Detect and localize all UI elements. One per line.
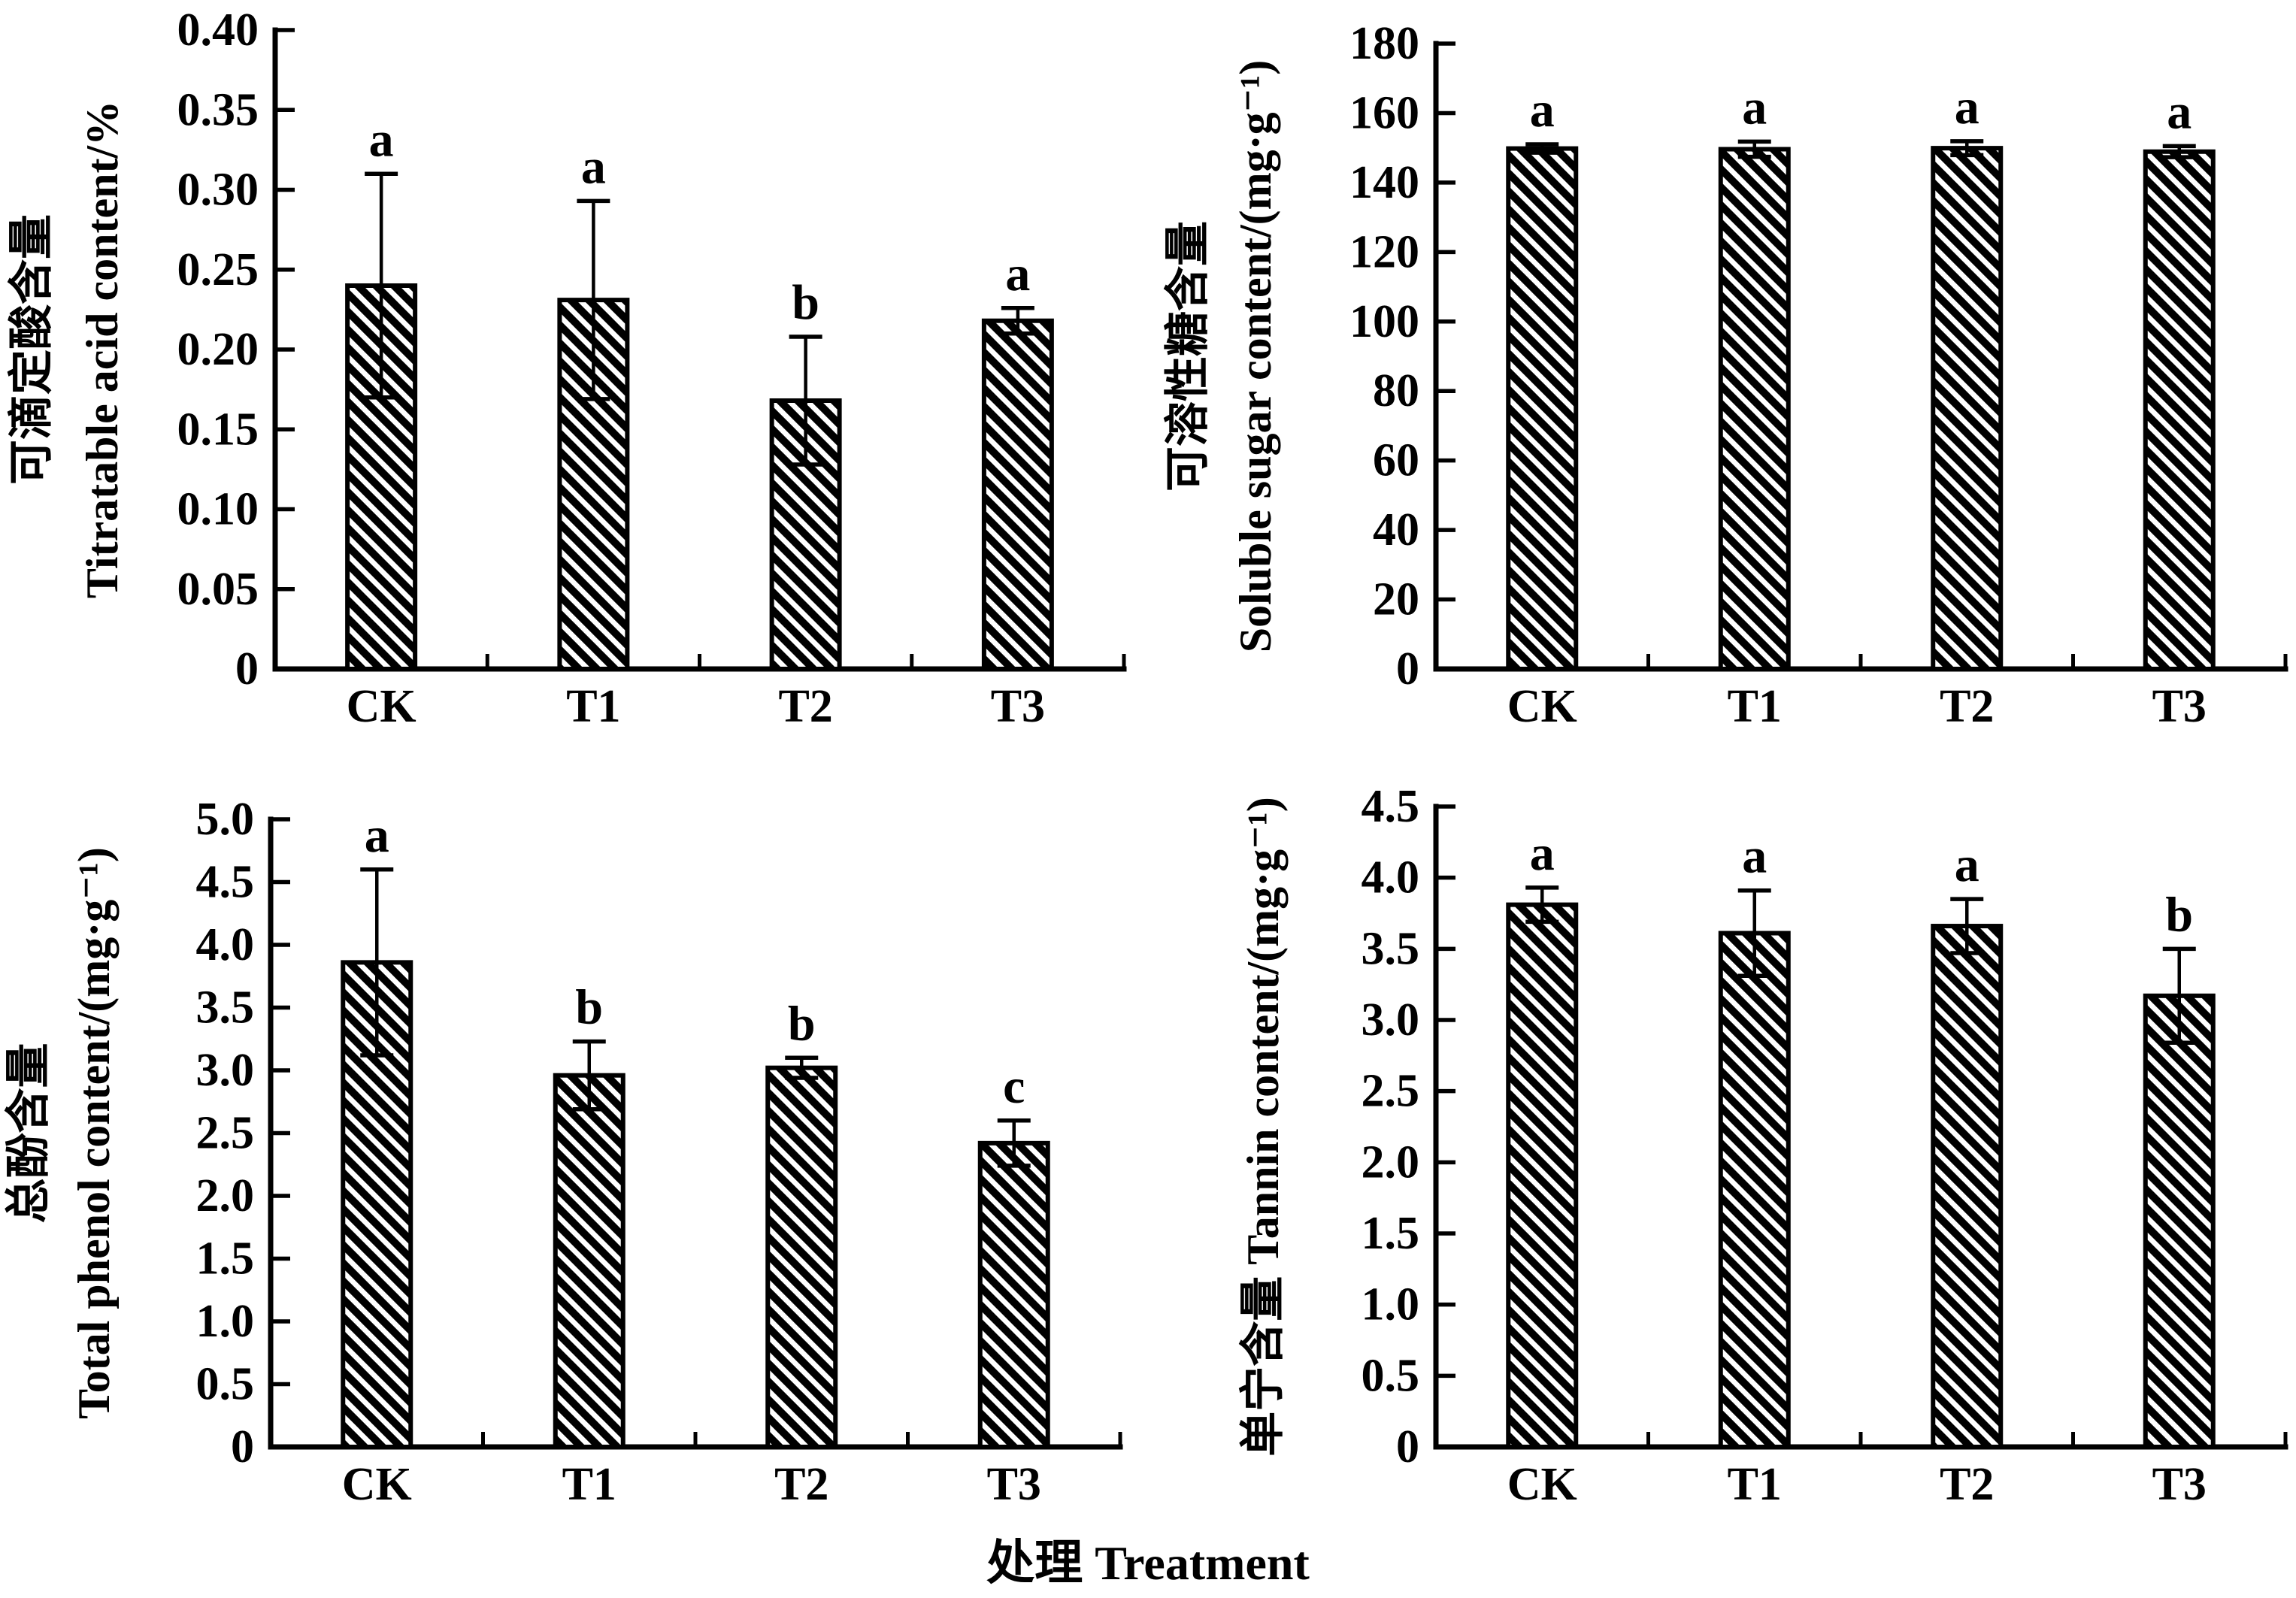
y-tick-label: 0	[231, 1421, 254, 1472]
x-category-label-T3: T3	[991, 681, 1045, 732]
x-category-label-CK: CK	[342, 1459, 412, 1510]
y-tick-label: 0.20	[177, 324, 259, 375]
bar-tannin-T2	[1931, 924, 2004, 1450]
y-tick-label: 80	[1373, 365, 1419, 416]
chart-soluble-sugar: 0 20 40 60 80 100 120 140 160 180 a CK a T1 a T2 a T3 可溶性糖…	[1163, 18, 2288, 732]
x-category-label-T1: T1	[1728, 1459, 1782, 1510]
bar-tannin-CK	[1506, 902, 1579, 1449]
y-tick-label: 0.05	[177, 564, 259, 615]
y-tick-label: 20	[1373, 574, 1419, 625]
y-tick-label: 3.0	[1362, 994, 1420, 1046]
y-tick-label: 2.0	[196, 1170, 255, 1221]
y-tick-label: 0	[1396, 1421, 1419, 1472]
y-axis-title-total-phenol-line1: 总酚含量	[4, 1043, 53, 1224]
x-category-label-CK: CK	[1507, 1459, 1577, 1510]
x-category-label-T3: T3	[2152, 681, 2207, 732]
y-tick-label: 180	[1349, 18, 1419, 69]
bar-soluble-sugar-T1	[1718, 147, 1791, 671]
significance-letter-titratable-acid-CK: a	[369, 112, 394, 167]
significance-letter-total-phenol-CK: a	[365, 808, 389, 863]
significance-letter-tannin-T3: b	[2165, 887, 2193, 942]
significance-letter-titratable-acid-T3: a	[1005, 247, 1030, 301]
significance-letter-soluble-sugar-T3: a	[2167, 84, 2191, 139]
y-tick-label: 0	[235, 643, 259, 695]
y-tick-label: 3.5	[196, 982, 255, 1034]
bar-soluble-sugar-CK	[1506, 146, 1579, 671]
significance-letter-tannin-T1: a	[1742, 829, 1767, 884]
y-tick-label: 140	[1349, 157, 1419, 208]
x-category-label-T2: T2	[1940, 681, 1994, 732]
y-tick-label: 3.5	[1362, 923, 1420, 974]
bar-total-phenol-T3	[977, 1140, 1050, 1449]
x-category-label-T1: T1	[562, 1459, 616, 1510]
y-tick-label: 4.5	[1362, 781, 1420, 832]
y-tick-label: 0.30	[177, 165, 259, 216]
bar-titratable-acid-T3	[981, 318, 1054, 671]
bar-soluble-sugar-T2	[1931, 146, 2004, 671]
y-tick-label: 0.35	[177, 84, 259, 135]
y-tick-label: 4.0	[196, 919, 255, 970]
chart-total-phenol: 0 0.5 1.0 1.5 2.0 2.5 3.0 3.5 4.0 4.5 5.0 a CK b T1 b T2…	[4, 794, 1123, 1510]
bar-titratable-acid-CK	[345, 283, 418, 671]
bar-total-phenol-T1	[553, 1073, 625, 1450]
x-category-label-T2: T2	[778, 681, 832, 732]
significance-letter-titratable-acid-T2: b	[792, 275, 819, 330]
y-tick-label: 2.0	[1362, 1136, 1420, 1188]
y-tick-label: 1.0	[1362, 1279, 1420, 1330]
chart-tannin: 0 0.5 1.0 1.5 2.0 2.5 3.0 3.5 4.0 4.5 a CK a T1 a T2 b T3…	[1238, 781, 2288, 1510]
significance-letter-total-phenol-T1: b	[575, 980, 603, 1035]
y-tick-label: 1.5	[196, 1233, 255, 1285]
y-tick-label: 0.5	[1362, 1350, 1420, 1401]
y-tick-label: 0.25	[177, 244, 259, 295]
bar-tannin-T1	[1718, 931, 1791, 1450]
significance-letter-titratable-acid-T1: a	[581, 139, 606, 194]
bar-tannin-T3	[2143, 993, 2216, 1449]
y-axis-title-soluble-sugar-line1: 可溶性糖含量	[1163, 221, 1213, 492]
y-tick-label: 2.5	[1362, 1066, 1420, 1117]
significance-letter-total-phenol-T2: b	[788, 996, 816, 1051]
x-category-label-T1: T1	[1728, 681, 1782, 732]
y-tick-label: 2.5	[196, 1108, 255, 1159]
x-category-label-CK: CK	[347, 681, 416, 732]
x-category-label-T3: T3	[2152, 1459, 2207, 1510]
y-tick-label: 100	[1349, 296, 1419, 347]
significance-letter-soluble-sugar-T2: a	[1955, 80, 1979, 135]
y-tick-label: 3.0	[196, 1045, 255, 1096]
y-axis-title-titratable-acid-line2: Titratable acid content/%	[77, 101, 127, 598]
y-tick-label: 40	[1373, 504, 1419, 555]
y-axis-title-tannin-line1: 单宁含量 Tannin content/(mg·g⁻¹)	[1238, 797, 1288, 1457]
x-category-label-T2: T2	[774, 1459, 828, 1510]
y-axis-title-titratable-acid-line1: 可滴定酸含量	[7, 214, 56, 485]
y-tick-label: 0.5	[196, 1359, 255, 1410]
significance-letter-soluble-sugar-CK: a	[1530, 83, 1555, 138]
x-category-label-T1: T1	[566, 681, 620, 732]
x-axis-title: 处理 Treatment	[986, 1536, 1310, 1590]
y-tick-label: 1.5	[1362, 1208, 1420, 1259]
x-category-label-T2: T2	[1940, 1459, 1994, 1510]
significance-letter-total-phenol-T3: c	[1003, 1059, 1025, 1114]
bar-soluble-sugar-T3	[2143, 149, 2216, 672]
y-tick-label: 60	[1373, 435, 1419, 486]
x-category-label-T3: T3	[987, 1459, 1041, 1510]
y-tick-label: 0.15	[177, 404, 259, 455]
y-tick-label: 0	[1396, 643, 1419, 695]
bar-total-phenol-T2	[765, 1065, 838, 1450]
x-category-label-CK: CK	[1507, 681, 1577, 732]
y-axis-title-total-phenol-line2: Total phenol content/(mg·g⁻¹)	[69, 847, 119, 1419]
significance-letter-tannin-CK: a	[1530, 826, 1555, 881]
y-tick-label: 160	[1349, 87, 1419, 138]
y-tick-label: 5.0	[196, 794, 255, 845]
y-tick-label: 4.0	[1362, 852, 1420, 903]
y-tick-label: 4.5	[196, 857, 255, 908]
y-axis-title-soluble-sugar-line2: Soluble sugar content/(mg·g⁻¹)	[1231, 60, 1280, 653]
y-tick-label: 0.40	[177, 5, 259, 56]
y-tick-label: 1.0	[196, 1296, 255, 1347]
chart-titratable-acid: 0 0.05 0.10 0.15 0.20 0.25 0.30 0.35 0.40 a CK a T1 b…	[7, 5, 1127, 732]
significance-letter-tannin-T2: a	[1955, 837, 1979, 892]
significance-letter-soluble-sugar-T1: a	[1742, 80, 1767, 135]
y-tick-label: 120	[1349, 226, 1419, 277]
y-tick-label: 0.10	[177, 484, 259, 535]
